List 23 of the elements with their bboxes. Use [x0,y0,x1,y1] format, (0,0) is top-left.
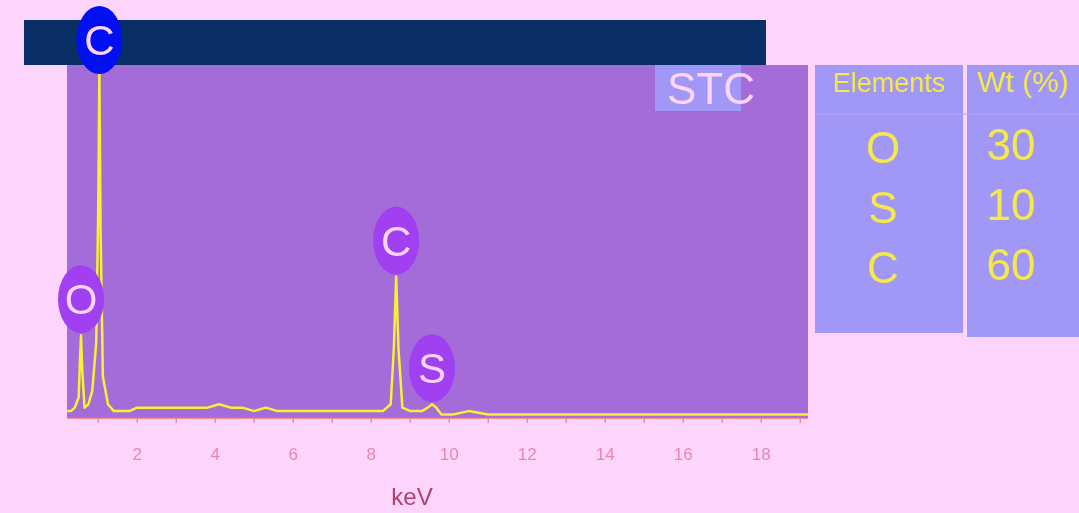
x-tick-label: 18 [751,445,771,464]
category-label: C [867,243,899,292]
annotation: S [418,345,447,393]
annotation: O [64,276,98,324]
x-tick-label: 4 [210,445,220,464]
x-axis-title: keV [391,483,433,510]
x-tick-label: 10 [439,445,459,464]
category-label: O [865,123,901,172]
x-tick-label: 6 [288,445,298,464]
x-tick-label: 2 [132,445,142,464]
annotation: STC [667,64,755,113]
annotation: C [380,217,412,265]
data-label: 30 [986,120,1036,169]
x-tick-label: 16 [673,445,693,464]
x-tick-label: 8 [366,445,376,464]
x-tick-label: 14 [595,445,615,464]
data-label: 60 [986,240,1036,289]
text: Elements [832,68,946,98]
annotation: C [84,17,115,64]
x-tick-label: 12 [517,445,537,464]
data-label: 10 [986,180,1036,229]
category-label: S [868,183,898,232]
text: Wt (%) [977,65,1069,98]
